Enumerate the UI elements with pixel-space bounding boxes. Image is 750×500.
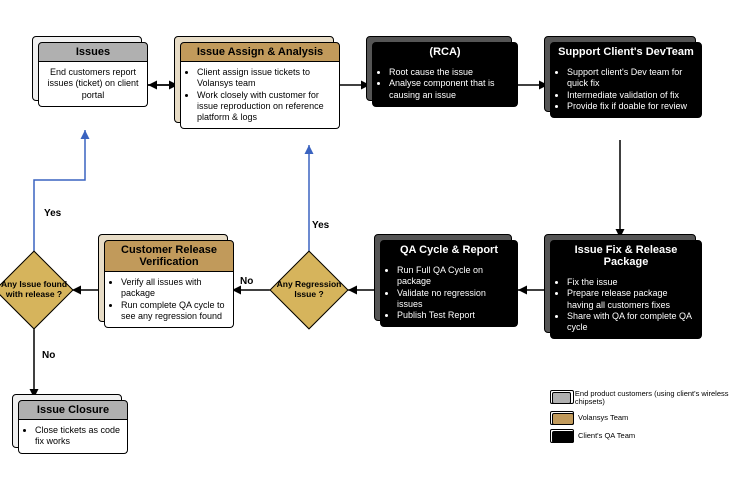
node-title: Issue Closure [18,400,128,420]
node-title: QA Cycle & Report [380,240,518,260]
decision-label: Any Regression Issue ? [269,250,349,330]
decision-label: Any Issue found with release ? [0,250,74,330]
label-no: No [240,276,253,287]
node-title: Issues [38,42,148,62]
node-body: Root cause the issue Analyse component t… [372,62,518,107]
flowchart-canvas: Issues End customers report issues (tick… [0,0,750,500]
node-body: Fix the issue Prepare release package ha… [550,272,702,339]
label-no: No [42,350,55,361]
node-rca: (RCA) Root cause the issue Analyse compo… [372,42,518,107]
node-body: End customers report issues (ticket) on … [38,62,148,107]
bullet: Verify all issues with package [121,277,227,300]
node-body: Client assign issue tickets to Volansys … [180,62,340,129]
bullet: Close tickets as code fix works [35,425,121,448]
bullet: Client assign issue tickets to Volansys … [197,67,333,90]
node-qa: QA Cycle & Report Run Full QA Cycle on p… [380,240,518,327]
node-title: Customer Release Verification [104,240,234,272]
bullet: Run complete QA cycle to see any regress… [121,300,227,323]
node-verify: Customer Release Verification Verify all… [104,240,234,328]
node-body: Run Full QA Cycle on package Validate no… [380,260,518,327]
decision-regression: Any Regression Issue ? [269,250,349,330]
bullet: Support client's Dev team for quick fix [567,67,695,90]
legend: End product customers (using client's wi… [552,390,732,449]
bullet: Fix the issue [567,277,695,288]
label-yes: Yes [44,208,61,219]
node-closure: Issue Closure Close tickets as code fix … [18,400,128,454]
legend-text: Client's QA Team [578,432,635,440]
bullet: Work closely with customer for issue rep… [197,90,333,124]
legend-row: Client's QA Team [552,431,732,443]
node-title: Support Client's DevTeam [550,42,702,62]
node-body: Close tickets as code fix works [18,420,128,454]
decision-release: Any Issue found with release ? [0,250,74,330]
node-body: Support client's Dev team for quick fix … [550,62,702,118]
bullet: Analyse component that is causing an iss… [389,78,511,101]
node-issues: Issues End customers report issues (tick… [38,42,148,107]
legend-row: Volansys Team [552,413,732,425]
legend-text: End product customers (using client's wi… [575,390,732,407]
node-title: Issue Fix & Release Package [550,240,702,272]
node-assign: Issue Assign & Analysis Client assign is… [180,42,340,129]
bullet: Root cause the issue [389,67,511,78]
bullet: Run Full QA Cycle on package [397,265,511,288]
node-body: Verify all issues with package Run compl… [104,272,234,328]
bullet: Publish Test Report [397,310,511,321]
legend-text: Volansys Team [578,414,628,422]
bullet: Provide fix if doable for review [567,101,695,112]
label-yes: Yes [312,220,329,231]
bullet: Validate no regression issues [397,288,511,311]
bullet: Prepare release package having all custo… [567,288,695,311]
node-support: Support Client's DevTeam Support client'… [550,42,702,118]
node-title: Issue Assign & Analysis [180,42,340,62]
bullet: Intermediate validation of fix [567,90,695,101]
legend-row: End product customers (using client's wi… [552,390,732,407]
node-title: (RCA) [372,42,518,62]
bullet: Share with QA for complete QA cycle [567,311,695,334]
node-fix: Issue Fix & Release Package Fix the issu… [550,240,702,339]
